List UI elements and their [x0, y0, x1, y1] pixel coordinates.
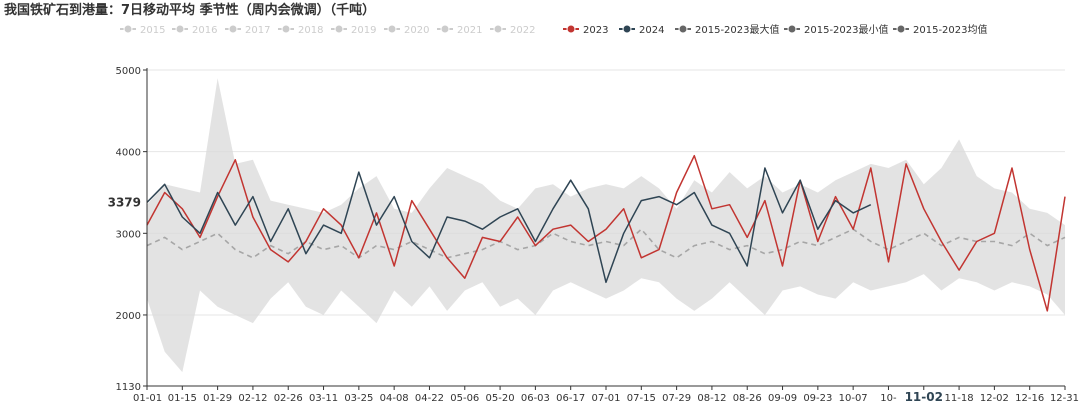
x-tick-label: 08-26 — [733, 393, 762, 404]
legend: 2015 2016 2017 2018 2019 2020 2021 2022 2023 2024… — [120, 23, 988, 36]
y-highlight-label: 3379 — [108, 195, 141, 209]
max-min-band — [147, 78, 1065, 373]
x-tick-label: 04-08 — [380, 393, 409, 404]
x-tick-label: 11-18 — [945, 393, 974, 404]
legend-label: 2015-2023均值 — [913, 23, 988, 36]
legend-label: 2019 — [351, 25, 376, 36]
x-tick-label: 04-22 — [415, 393, 444, 404]
x-tick-label: 09-09 — [768, 393, 797, 404]
legend-item-2021[interactable]: 2021 — [437, 24, 482, 36]
legend-item-2020[interactable]: 2020 — [384, 24, 429, 36]
x-tick-label: 10-07 — [839, 393, 868, 404]
y-tick-label: 5000 — [116, 66, 141, 77]
legend-dot-icon — [678, 24, 688, 34]
x-tick-label: 07-15 — [627, 393, 656, 404]
legend-label: 2016 — [192, 25, 217, 36]
legend-dot-icon — [440, 24, 450, 34]
legend-dot-icon — [281, 24, 291, 34]
y-tick-label: 4000 — [116, 148, 141, 159]
y-tick-label: 2000 — [116, 311, 141, 322]
legend-item-2015-2023最小值[interactable]: 2015-2023最小值 — [784, 23, 889, 36]
legend-label: 2017 — [245, 25, 270, 36]
legend-item-2017[interactable]: 2017 — [225, 24, 270, 36]
legend-label: 2023 — [583, 25, 608, 36]
legend-label: 2015-2023最小值 — [804, 23, 889, 36]
legend-dot-icon — [787, 24, 797, 34]
x-tick-label: 01-15 — [168, 393, 197, 404]
x-tick-label: 10- — [880, 393, 897, 404]
legend-label: 2018 — [298, 25, 323, 36]
legend-item-2015-2023均值[interactable]: 2015-2023均值 — [893, 23, 988, 36]
y-tick-label: 1130 — [116, 382, 141, 393]
x-tick-label: 06-17 — [556, 393, 585, 404]
legend-label: 2015-2023最大值 — [695, 23, 780, 36]
x-tick-label: 12-31 — [1050, 393, 1079, 404]
series-line-2024 — [146, 167, 872, 284]
legend-label: 2020 — [404, 25, 429, 36]
axes: 1130 2000 3000 4000 5000 3379 01-01 01-15 01-29 0… — [108, 66, 1079, 404]
legend-item-2015-2023最大值[interactable]: 2015-2023最大值 — [675, 23, 780, 36]
x-tick-label: 01-01 — [133, 393, 162, 404]
legend-dot-icon — [123, 24, 133, 34]
x-tick-label: 12-02 — [980, 393, 1009, 404]
legend-dot-icon — [493, 24, 503, 34]
y-tick-label: 3000 — [116, 229, 141, 240]
legend-item-2016[interactable]: 2016 — [172, 24, 217, 36]
series-lines — [146, 154, 1066, 312]
x-tick-label: 07-29 — [662, 393, 691, 404]
legend-item-2023[interactable]: 2023 — [563, 24, 608, 36]
x-tick-label: 11-02 — [905, 390, 943, 404]
range-band — [147, 78, 1065, 373]
x-tick-label: 07-01 — [591, 393, 620, 404]
x-tick-label: 01-29 — [203, 393, 232, 404]
legend-item-2018[interactable]: 2018 — [278, 24, 323, 36]
x-tick-label: 02-26 — [274, 393, 303, 404]
x-tick-label: 03-25 — [344, 393, 373, 404]
legend-dot-icon — [896, 24, 906, 34]
legend-item-2015[interactable]: 2015 — [120, 24, 165, 36]
legend-label: 2021 — [457, 25, 482, 36]
x-tick-label: 03-11 — [309, 393, 338, 404]
x-tick-label: 05-20 — [486, 393, 515, 404]
x-tick-label: 09-23 — [803, 393, 832, 404]
legend-dot-icon — [566, 24, 576, 34]
legend-label: 2024 — [639, 25, 664, 36]
legend-dot-icon — [228, 24, 238, 34]
legend-dot-icon — [622, 24, 632, 34]
legend-dot-icon — [387, 24, 397, 34]
series-line-2015-2023均值 — [146, 228, 1066, 259]
chart-title: 我国铁矿石到港量：7日移动平均 季节性（周内会微调）（千吨） — [4, 2, 375, 18]
legend-label: 2015 — [140, 25, 165, 36]
legend-item-2022[interactable]: 2022 — [490, 24, 535, 36]
x-tick-label: 05-06 — [450, 393, 479, 404]
legend-item-2019[interactable]: 2019 — [331, 24, 376, 36]
legend-item-2024[interactable]: 2024 — [619, 24, 664, 36]
legend-label: 2022 — [510, 25, 535, 36]
x-tick-label: 12-16 — [1015, 393, 1044, 404]
x-tick-label: 06-03 — [521, 393, 550, 404]
legend-dot-icon — [175, 24, 185, 34]
legend-dot-icon — [334, 24, 344, 34]
x-tick-label: 02-12 — [238, 393, 267, 404]
x-tick-label: 08-12 — [697, 393, 726, 404]
series-line-2023 — [146, 154, 1066, 312]
